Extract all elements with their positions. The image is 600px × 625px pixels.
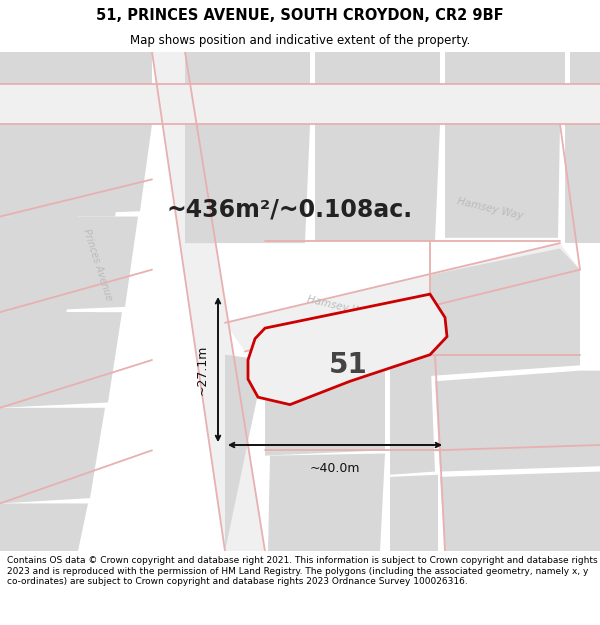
Polygon shape bbox=[185, 124, 310, 243]
Polygon shape bbox=[0, 312, 95, 402]
Polygon shape bbox=[248, 294, 447, 404]
Polygon shape bbox=[265, 349, 385, 456]
Polygon shape bbox=[570, 52, 600, 84]
Polygon shape bbox=[315, 124, 440, 241]
Polygon shape bbox=[185, 52, 310, 84]
Text: Hamsey Way: Hamsey Way bbox=[456, 197, 524, 222]
Polygon shape bbox=[0, 312, 122, 408]
Text: 51, PRINCES AVENUE, SOUTH CROYDON, CR2 9BF: 51, PRINCES AVENUE, SOUTH CROYDON, CR2 9… bbox=[96, 8, 504, 23]
Polygon shape bbox=[268, 454, 385, 551]
Polygon shape bbox=[315, 52, 440, 84]
Polygon shape bbox=[0, 124, 152, 216]
Text: Princes Avenue: Princes Avenue bbox=[80, 227, 113, 302]
Polygon shape bbox=[430, 248, 580, 376]
Polygon shape bbox=[565, 124, 600, 243]
Text: Hamsey Way: Hamsey Way bbox=[306, 294, 374, 319]
Text: Contains OS data © Crown copyright and database right 2021. This information is : Contains OS data © Crown copyright and d… bbox=[7, 556, 598, 586]
Polygon shape bbox=[440, 471, 600, 551]
Text: ~436m²/~0.108ac.: ~436m²/~0.108ac. bbox=[167, 197, 413, 221]
Polygon shape bbox=[390, 344, 435, 475]
Polygon shape bbox=[0, 216, 138, 312]
Text: 51: 51 bbox=[329, 351, 367, 379]
Polygon shape bbox=[0, 408, 105, 504]
Polygon shape bbox=[225, 243, 580, 351]
Text: Map shows position and indicative extent of the property.: Map shows position and indicative extent… bbox=[130, 34, 470, 47]
Text: ~27.1m: ~27.1m bbox=[196, 344, 209, 395]
Polygon shape bbox=[445, 124, 560, 238]
Polygon shape bbox=[152, 52, 265, 551]
Polygon shape bbox=[0, 504, 88, 551]
Polygon shape bbox=[435, 371, 600, 471]
Polygon shape bbox=[0, 126, 130, 216]
Polygon shape bbox=[10, 195, 80, 264]
Polygon shape bbox=[10, 126, 85, 190]
Polygon shape bbox=[0, 222, 112, 307]
Polygon shape bbox=[225, 355, 265, 551]
Polygon shape bbox=[0, 52, 152, 84]
Polygon shape bbox=[445, 52, 565, 84]
Polygon shape bbox=[10, 270, 72, 339]
Polygon shape bbox=[390, 475, 438, 551]
Text: ~40.0m: ~40.0m bbox=[310, 462, 360, 475]
Polygon shape bbox=[0, 84, 600, 124]
